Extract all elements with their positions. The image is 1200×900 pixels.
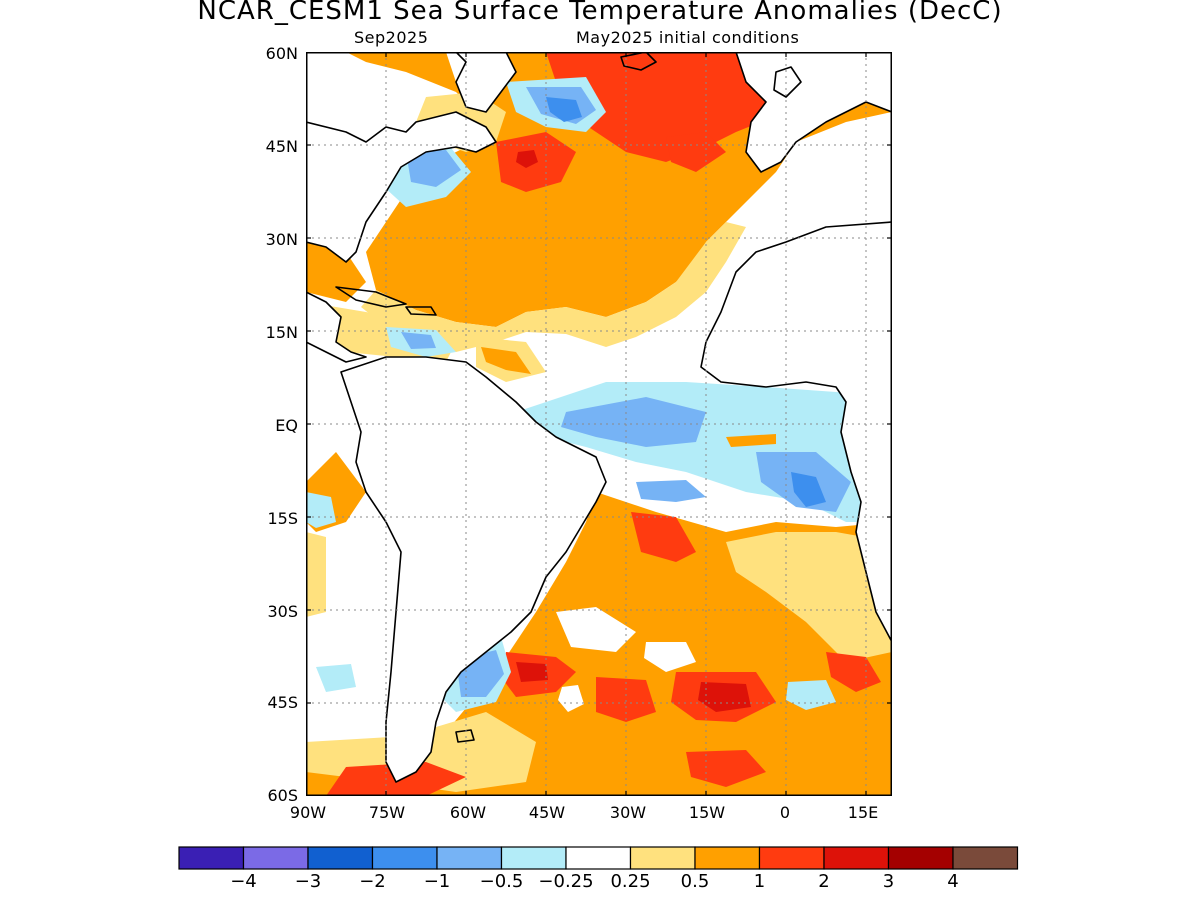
anomaly-caribbean-cool-mid	[401, 332, 436, 349]
central-america-coastline	[306, 291, 367, 363]
colorbar-label-2: −2	[359, 871, 386, 892]
colorbar-label-3: −1	[423, 871, 451, 892]
lon-label-75w: 75W	[368, 803, 406, 822]
colorbar-swatch-10	[823, 846, 890, 870]
anomaly-eq-orange-streak	[726, 434, 776, 447]
colorbar-swatch-0	[178, 846, 245, 870]
north-america-land	[306, 112, 496, 262]
lat-label-60s: 60S	[267, 786, 298, 805]
anomaly-nw-cool-core	[546, 97, 582, 122]
lon-label-0: 0	[779, 803, 791, 822]
initial-conditions-label: May2025 initial conditions	[576, 28, 800, 47]
anomaly-north-darkred	[516, 150, 538, 168]
colorbar-label-5: −0.25	[538, 871, 594, 892]
colorbar-swatch-6	[565, 846, 632, 870]
lon-label-30w: 30W	[609, 803, 647, 822]
africa-coastline	[700, 221, 892, 643]
cuba-coastline	[335, 286, 407, 308]
south-america-coastline	[340, 356, 607, 783]
land-masses	[306, 52, 892, 782]
colorbar-label-7: 0.5	[680, 871, 710, 892]
colorbar-swatch-1	[242, 846, 309, 870]
anomaly-equatorial-cool-mid-3	[636, 480, 706, 502]
hispaniola-coastline	[405, 306, 437, 316]
lat-label-60n: 60N	[265, 44, 298, 63]
colorbar-swatch-5	[500, 846, 567, 870]
colorbar-swatch-9	[758, 846, 825, 870]
anomaly-south-far-yellow	[306, 532, 326, 617]
colorbar-swatch-3	[371, 846, 438, 870]
lat-label-30n: 30N	[265, 230, 298, 249]
anomaly-south-cool-patch-3	[316, 664, 356, 692]
colorbar-label-8: 1	[753, 871, 766, 892]
colorbar-label-9: 2	[818, 871, 830, 892]
anomaly-south-red-1	[631, 512, 696, 562]
lat-label-15s: 15S	[267, 509, 298, 528]
colorbar-label-0: −4	[230, 871, 257, 892]
lat-label-45n: 45N	[265, 137, 298, 156]
central-america-land	[306, 292, 366, 362]
colorbar-swatch-4	[436, 846, 503, 870]
anomaly-south-cool-patch-2	[306, 492, 336, 528]
anomaly-south-white-patch-1	[556, 607, 636, 652]
colorbar-label-1: −3	[294, 871, 322, 892]
anomaly-south-darkred-1	[516, 662, 548, 682]
colorbar-swatch-7	[629, 846, 696, 870]
anomaly-south-red-3	[596, 677, 656, 722]
lon-label-60w: 60W	[449, 803, 487, 822]
lat-label-15n: 15N	[265, 323, 298, 342]
anomaly-north-red-3	[666, 132, 726, 172]
lon-label-15e: 15E	[847, 803, 879, 822]
anomaly-south-white-patch-2	[644, 642, 696, 672]
lon-label-45w: 45W	[528, 803, 566, 822]
anomaly-field	[306, 52, 892, 796]
anomaly-south-yellow-east	[726, 532, 892, 662]
labrador-coastline	[455, 52, 517, 113]
south-america-land	[341, 357, 606, 782]
anomaly-coastal-cool-mid	[406, 150, 461, 187]
anomaly-gulfguinea-blue	[791, 472, 826, 507]
lat-label-30s: 30S	[267, 602, 298, 621]
colorbar-swatch-2	[307, 846, 374, 870]
anomaly-gulf-orange	[306, 242, 366, 302]
colorbar-label-11: 4	[947, 871, 959, 892]
valid-month-label: Sep2025	[354, 28, 429, 47]
anomaly-south-darkred-2	[698, 682, 751, 712]
colorbar-swatch-12	[952, 846, 1019, 870]
map-title: NCAR_CESM1 Sea Surface Temperature Anoma…	[197, 0, 1003, 26]
anomaly-north-yellow-band	[361, 222, 746, 352]
british-isles-coastline	[773, 66, 802, 98]
colorbar-swatch-8	[694, 846, 761, 870]
sst-anomaly-map	[306, 52, 892, 796]
north-america-coastline	[306, 111, 497, 263]
lat-label-45s: 45S	[267, 693, 298, 712]
colorbar-label-10: 3	[882, 871, 895, 892]
anomaly-tropical-orange	[481, 347, 531, 374]
anomaly-south-white-patch-3	[558, 685, 584, 712]
lon-label-15w: 15W	[688, 803, 726, 822]
colorbar-swatch-11	[887, 846, 954, 870]
anomaly-south-red-7	[686, 750, 766, 787]
lat-label-eq: EQ	[275, 416, 298, 435]
coastlines	[306, 52, 892, 783]
europe-coastline	[735, 52, 892, 173]
colorbar-label-6: 0.25	[610, 871, 651, 892]
graticule	[306, 52, 892, 796]
anomaly-south-red-5	[826, 652, 881, 692]
colorbar	[178, 846, 1019, 870]
anomaly-equatorial-cool-mid-1	[561, 397, 706, 447]
africa-land	[701, 222, 892, 642]
lon-label-90w: 90W	[289, 803, 327, 822]
map-frame	[306, 52, 892, 796]
colorbar-label-4: −0.5	[479, 871, 524, 892]
